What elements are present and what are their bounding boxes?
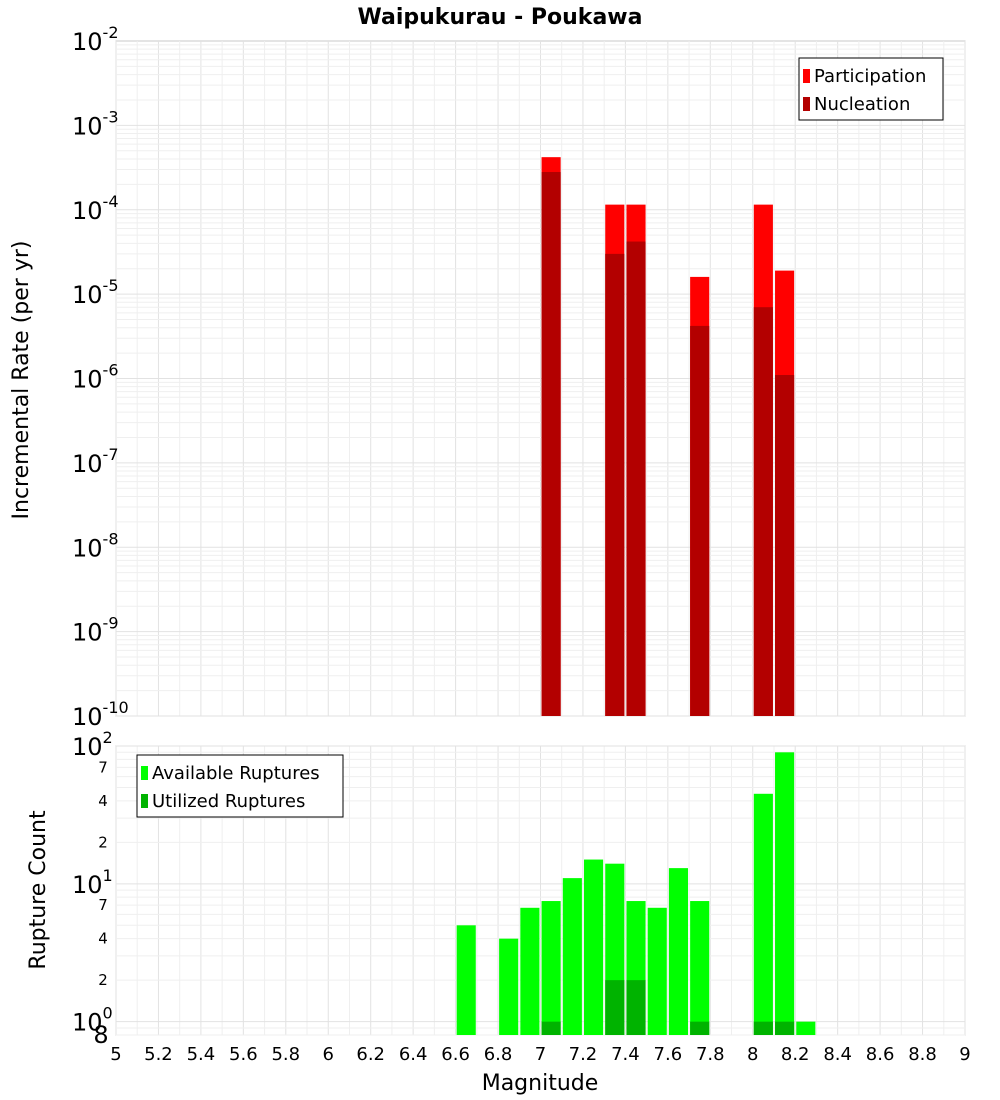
x-tick-label: 5.2 [144,1044,173,1065]
rupture-count-panel: 100 101 102 2 4 7 2 4 7 8 5 5.2 5.4 5.6 5.8 6 6.2 6.4 6.6… [26,728,971,1096]
y-minor-tick-label: 7 [98,758,108,776]
legend-swatch [141,766,148,780]
count-bar-primary [584,859,604,1035]
bottom-legend: Available Ruptures Utilized Ruptures [136,754,344,818]
y-minor-tick-label: 2 [98,833,108,851]
y-tick-label: 10-2 [72,23,119,56]
top-y-tick-labels: 10-10 10-9 10-8 10-7 10-6 10-5 10-4 10-3 10-2 [72,23,129,731]
x-tick-label: 7 [535,1044,546,1065]
x-tick-label: 7.2 [569,1044,598,1065]
x-tick-label: 6.4 [399,1044,428,1065]
count-bar-secondary [753,1021,773,1035]
x-tick-label: 7.6 [654,1044,683,1065]
x-tick-label: 8.6 [866,1044,895,1065]
rate-bar-secondary [690,325,710,716]
y-tick-label: 102 [72,728,113,761]
legend-frame [798,57,944,121]
count-bar-secondary [541,1021,561,1035]
top-y-axis-title: Incremental Rate (per yr) [9,241,34,520]
bottom-bars [456,752,816,1035]
y-minor-tick-label: 8 [93,1021,108,1049]
x-tick-label: 7.8 [696,1044,725,1065]
y-tick-label: 101 [72,866,113,899]
legend-label: Available Ruptures [152,763,320,784]
count-bar-secondary [690,1021,710,1035]
count-bar-primary [775,752,795,1035]
y-tick-label: 10-10 [72,698,129,731]
rate-bar-secondary [775,375,795,716]
top-legend: Participation Nucleation [798,57,944,121]
count-bar-primary [753,793,773,1035]
chart-title: Waipukurau - Poukawa [358,5,643,30]
bottom-gridlines [115,745,966,1036]
rate-bar-secondary [626,241,646,717]
count-bar-primary [796,1021,816,1035]
y-tick-label: 10-9 [72,614,119,647]
rate-bar-secondary [541,172,561,716]
bottom-y-tick-labels: 100 101 102 2 4 7 2 4 7 8 [72,728,113,1049]
x-tick-label: 5.4 [187,1044,216,1065]
y-tick-label: 10-7 [72,445,119,478]
y-minor-tick-label: 7 [98,896,108,914]
count-bar-primary [520,907,540,1035]
count-bar-secondary [626,980,646,1035]
y-tick-label: 10-8 [72,529,119,562]
x-axis-title: Magnitude [482,1071,599,1096]
bottom-y-axis-title: Rupture Count [26,810,51,970]
legend-swatch [803,69,810,83]
y-tick-label: 10-3 [72,107,119,140]
top-bars [541,157,795,717]
count-bar-primary [668,868,689,1035]
y-minor-tick-label: 4 [98,930,108,948]
count-bar-primary [499,938,519,1035]
x-tick-label: 5.6 [229,1044,258,1065]
legend-swatch [803,97,810,111]
legend-label: Utilized Ruptures [152,791,305,812]
x-tick-label: 8.8 [908,1044,937,1065]
y-tick-label: 10-6 [72,361,119,394]
x-tick-label: 5 [110,1044,121,1065]
legend-swatch [141,794,148,808]
top-gridlines [115,41,966,717]
x-tick-label: 6.6 [441,1044,470,1065]
legend-frame [136,754,344,818]
legend-label: Nucleation [814,94,910,115]
count-bar-secondary [605,980,625,1035]
x-tick-label: 8.4 [823,1044,852,1065]
legend-label: Participation [814,66,926,87]
count-bar-primary [562,878,582,1035]
x-tick-label: 8.2 [781,1044,810,1065]
rate-bar-secondary [605,253,625,716]
y-tick-label: 10-5 [72,276,119,309]
rate-bar-secondary [753,307,773,716]
y-minor-tick-label: 4 [98,792,108,810]
count-bar-primary [690,901,710,1035]
count-bar-secondary [775,1021,795,1035]
x-tick-labels: 5 5.2 5.4 5.6 5.8 6 6.2 6.4 6.6 6.8 7 7.2 7.4 7.6 7.8 8… [110,1044,970,1065]
count-bar-primary [456,925,476,1035]
x-tick-label: 6.2 [356,1044,385,1065]
y-tick-label: 10-4 [72,192,119,225]
x-tick-label: 5.8 [271,1044,300,1065]
x-tick-label: 6 [323,1044,334,1065]
count-bar-primary [647,907,667,1035]
incremental-rate-panel: 10-10 10-9 10-8 10-7 10-6 10-5 10-4 10-3 10-2 In… [9,23,966,731]
count-bar-primary [541,901,561,1035]
x-tick-label: 6.8 [484,1044,513,1065]
y-minor-tick-label: 2 [98,971,108,989]
x-tick-label: 8 [747,1044,758,1065]
x-tick-label: 9 [959,1044,970,1065]
y-tick-label: 100 [72,1004,113,1037]
x-tick-label: 7.4 [611,1044,640,1065]
